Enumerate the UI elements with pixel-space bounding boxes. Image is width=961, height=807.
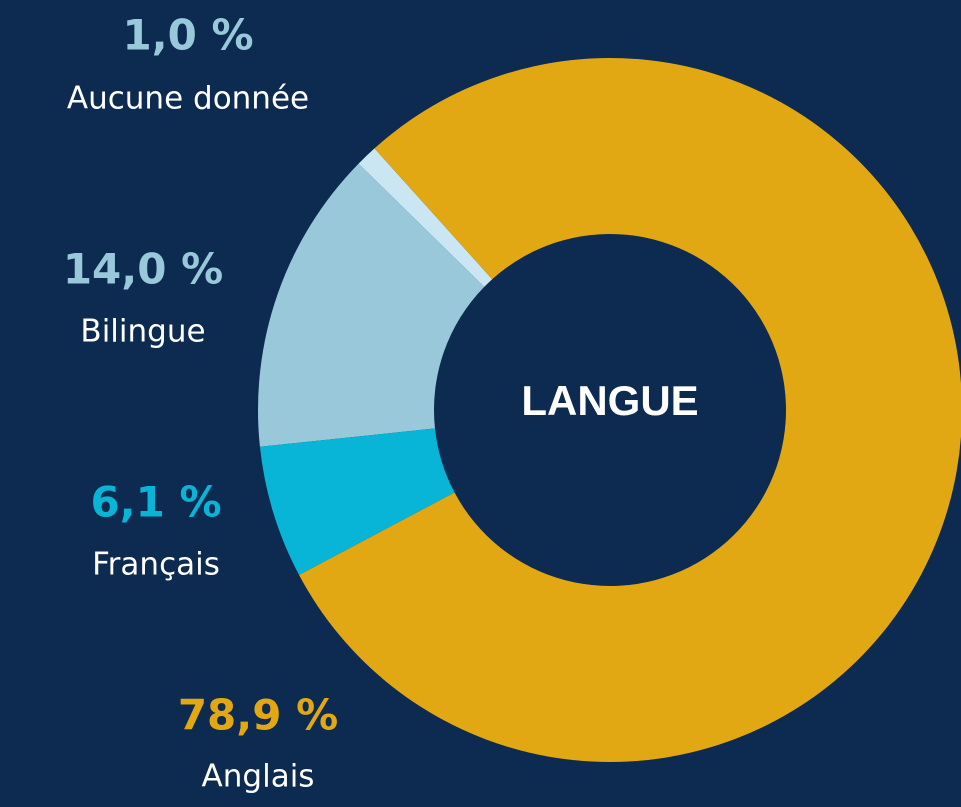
category-label: Bilingue [80, 314, 205, 350]
slice [358, 148, 493, 287]
donut [258, 58, 961, 762]
slice [258, 163, 485, 447]
category-label: Français [92, 547, 220, 583]
slice [299, 58, 961, 762]
category-label: Anglais [202, 759, 315, 795]
chart-title: LANGUE [521, 377, 698, 424]
value-label: 14,0 % [63, 245, 223, 294]
value-label: 1,0 % [122, 11, 253, 60]
slice [259, 428, 455, 576]
category-label: Aucune donnée [67, 81, 309, 117]
value-label: 78,9 % [178, 691, 338, 740]
value-label: 6,1 % [90, 478, 221, 527]
